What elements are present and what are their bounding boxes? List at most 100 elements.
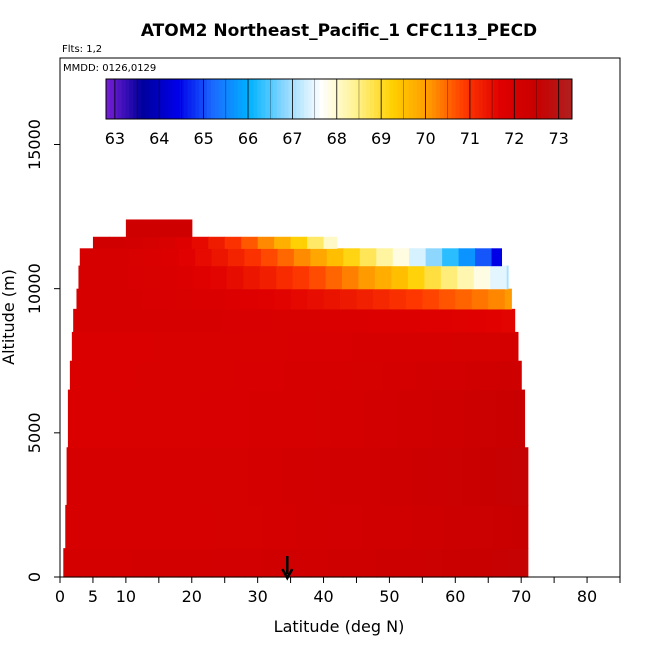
colorbar-swatch bbox=[272, 79, 278, 119]
colorbar-swatch bbox=[505, 79, 511, 119]
heatmap-cell bbox=[303, 308, 321, 333]
heatmap-cell bbox=[465, 360, 483, 391]
heatmap-cell bbox=[479, 389, 497, 448]
colorbar-tick-label: 66 bbox=[238, 129, 258, 148]
heatmap-cell bbox=[287, 308, 305, 333]
colorbar-swatch bbox=[276, 79, 282, 119]
colorbar-tick-label: 73 bbox=[549, 129, 569, 148]
heatmap-cell bbox=[368, 331, 386, 362]
heatmap-cell bbox=[493, 504, 511, 549]
colorbar-swatch bbox=[478, 79, 484, 119]
heatmap-cell bbox=[119, 360, 137, 391]
heatmap-cell bbox=[475, 248, 493, 267]
heatmap-cell bbox=[162, 548, 180, 578]
heatmap-cell bbox=[109, 236, 127, 249]
colorbar-swatch bbox=[381, 79, 387, 119]
heatmap-cell bbox=[475, 548, 493, 578]
colorbar-tick-label: 72 bbox=[504, 129, 524, 148]
colorbar-swatch bbox=[525, 79, 530, 119]
colorbar-swatch bbox=[533, 79, 538, 119]
heatmap-cell bbox=[133, 389, 151, 448]
heatmap-cell bbox=[177, 265, 195, 290]
heatmap-cell bbox=[419, 308, 437, 333]
heatmap-cell bbox=[216, 389, 234, 448]
heatmap-cell bbox=[228, 548, 246, 578]
heatmap-cell bbox=[164, 504, 182, 549]
heatmap-cell bbox=[100, 389, 118, 448]
heatmap-cell bbox=[409, 248, 427, 267]
colorbar-swatch bbox=[206, 79, 212, 119]
heatmap-cell bbox=[193, 265, 211, 290]
heatmap-cell bbox=[195, 548, 213, 578]
colorbar-swatch bbox=[164, 79, 169, 119]
heatmap-cell bbox=[297, 447, 315, 506]
colorbar-swatch bbox=[199, 79, 204, 119]
colorbar-swatch bbox=[350, 79, 356, 119]
heatmap-cell bbox=[333, 360, 351, 391]
colorbar-swatch bbox=[222, 79, 227, 119]
heatmap-cell bbox=[310, 248, 328, 267]
colorbar-swatch bbox=[509, 79, 515, 119]
heatmap-cell bbox=[175, 288, 193, 310]
colorbar-swatch bbox=[513, 79, 519, 119]
heatmap-cell bbox=[274, 236, 292, 249]
heatmap-cell bbox=[221, 308, 239, 333]
heatmap-cell bbox=[210, 265, 228, 290]
heatmap-cell bbox=[526, 504, 529, 549]
colorbar-swatch bbox=[117, 79, 123, 119]
colorbar-swatch bbox=[323, 79, 328, 119]
colorbar-swatch bbox=[113, 79, 119, 119]
heatmap-cell bbox=[391, 265, 409, 290]
colorbar-swatch bbox=[133, 79, 138, 119]
colorbar-swatch bbox=[424, 79, 429, 119]
heatmap-cell bbox=[295, 504, 313, 549]
heatmap-cell bbox=[488, 288, 506, 310]
heatmap-cell bbox=[328, 504, 346, 549]
colorbar-swatch bbox=[463, 79, 468, 119]
colorbar-swatch bbox=[195, 79, 200, 119]
heatmap-cell bbox=[501, 308, 516, 333]
heatmap-cell bbox=[372, 288, 391, 310]
plot-frame bbox=[59, 57, 621, 578]
heatmap-cell bbox=[243, 265, 261, 290]
colorbar-swatch bbox=[560, 79, 565, 119]
heatmap-cell bbox=[316, 360, 335, 391]
heatmap-cell bbox=[197, 504, 215, 549]
heatmap-cell bbox=[150, 389, 168, 448]
heatmap-cell bbox=[144, 265, 162, 290]
heatmap-cell bbox=[491, 548, 509, 578]
heatmap-cell bbox=[402, 308, 420, 333]
colorbar-swatch bbox=[327, 79, 332, 119]
colorbar-swatch bbox=[152, 79, 157, 119]
heatmap-cell bbox=[498, 360, 516, 391]
colorbar-swatch bbox=[335, 79, 340, 119]
heatmap-cell bbox=[244, 548, 262, 578]
heatmap-cell bbox=[129, 248, 147, 267]
heatmap-cell bbox=[336, 308, 354, 333]
colorbar-swatch bbox=[280, 79, 286, 119]
heatmap-cell bbox=[511, 447, 529, 506]
heatmap-cell bbox=[285, 331, 304, 362]
colorbar-swatch bbox=[339, 79, 344, 119]
heatmap-cell bbox=[467, 331, 485, 362]
heatmap-cell bbox=[448, 360, 466, 391]
heatmap-cell bbox=[340, 288, 358, 310]
heatmap-cell bbox=[178, 548, 196, 578]
heatmap-cell bbox=[384, 331, 402, 362]
heatmap-cell bbox=[276, 265, 294, 290]
colorbar-swatch bbox=[129, 79, 134, 119]
heatmap-cell bbox=[427, 504, 445, 549]
heatmap-cell bbox=[155, 308, 173, 333]
heatmap-cell bbox=[89, 308, 107, 333]
heatmap-cell bbox=[204, 308, 223, 333]
heatmap-cell bbox=[122, 308, 140, 333]
heatmap-cell bbox=[104, 331, 122, 362]
colorbar-frame bbox=[105, 78, 573, 120]
heatmap-cell bbox=[478, 447, 496, 506]
heatmap-cell bbox=[378, 504, 396, 549]
heatmap-cell bbox=[481, 360, 499, 391]
y-tick-label: 5000 bbox=[25, 412, 44, 453]
heatmap-cell bbox=[323, 288, 341, 310]
colorbar-swatch bbox=[210, 79, 216, 119]
heatmap-cell bbox=[181, 447, 199, 506]
